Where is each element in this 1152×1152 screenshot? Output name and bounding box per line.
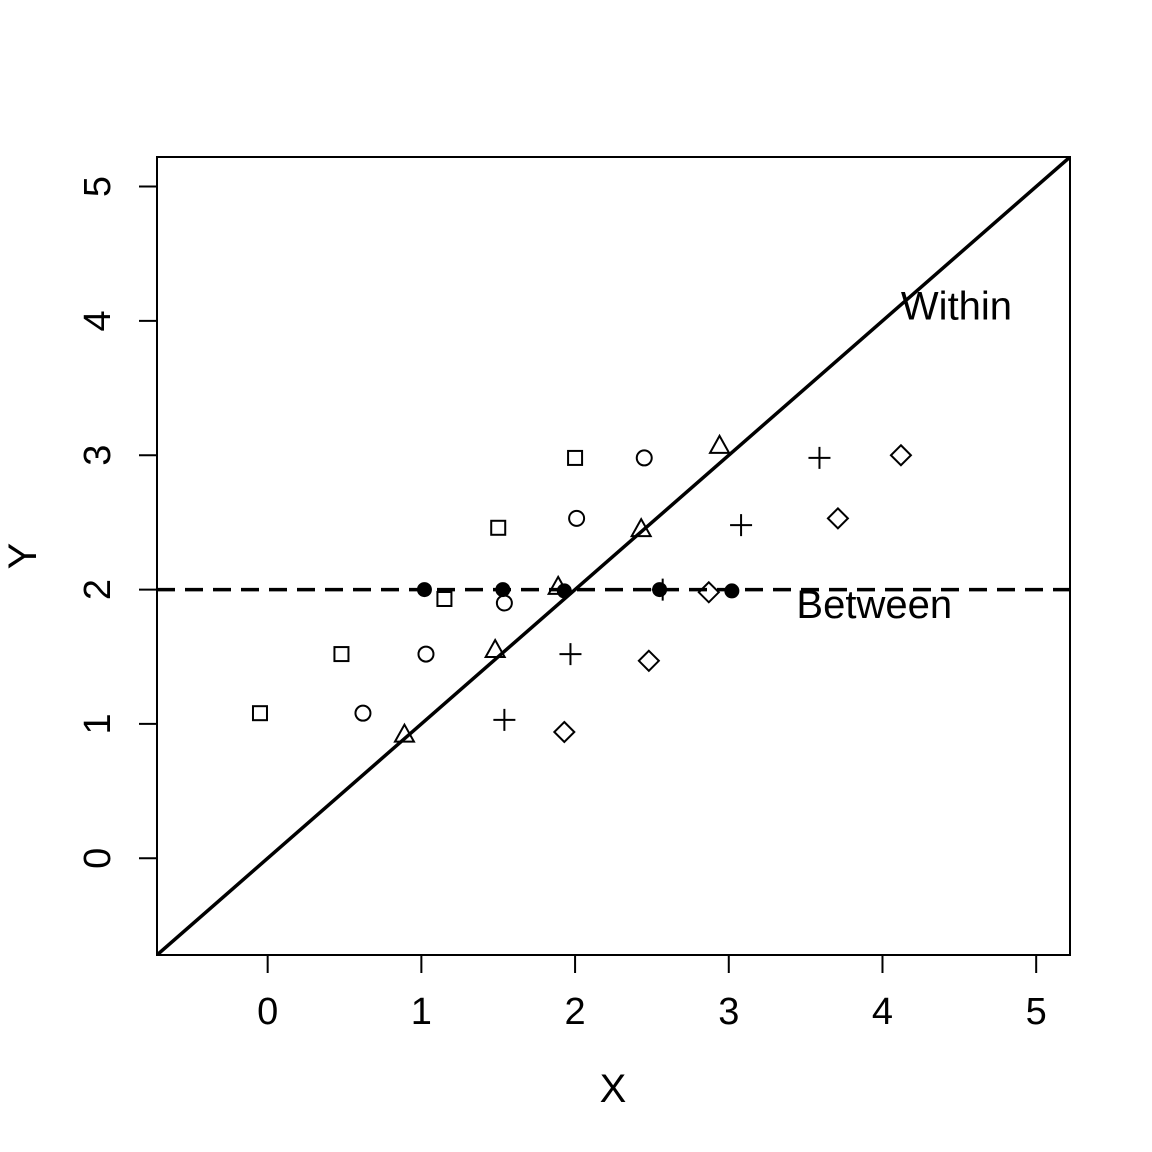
data-points <box>251 433 913 744</box>
square-point <box>490 519 507 536</box>
plus-point <box>730 514 753 537</box>
triangle-point <box>629 517 653 538</box>
circle-point <box>635 449 653 467</box>
x-tick-label: 1 <box>411 991 432 1033</box>
filled-circle-point <box>416 582 432 598</box>
plus-point <box>493 708 516 731</box>
within-line <box>157 157 1070 955</box>
triangle-point <box>393 722 416 743</box>
annotations: Within Between <box>796 285 1012 627</box>
filled-circle-point <box>495 582 511 598</box>
triangle-point <box>708 433 731 454</box>
y-tick-label: 0 <box>77 848 119 869</box>
y-axis-title: Y <box>1 543 45 570</box>
plus-point <box>808 446 831 469</box>
y-tick-label: 2 <box>77 579 119 600</box>
x-tick-label: 0 <box>257 991 278 1033</box>
x-tick-label: 3 <box>718 991 739 1033</box>
y-tick-label: 1 <box>77 713 119 734</box>
diamond-point <box>889 443 913 467</box>
reference-lines <box>157 157 1070 955</box>
filled-circle-point <box>652 582 668 598</box>
square-point <box>436 590 453 607</box>
plus-point <box>559 643 582 666</box>
circle-point <box>495 594 513 612</box>
square-point <box>333 646 350 663</box>
y-tick-label: 4 <box>77 310 119 331</box>
diamond-point <box>697 580 721 604</box>
triangle-point <box>483 637 507 659</box>
diamond-point <box>552 720 576 744</box>
x-axis-title: X <box>600 1067 627 1111</box>
y-tick-label: 3 <box>77 445 119 466</box>
diamond-point <box>826 506 850 530</box>
plot-frame <box>156 156 1071 956</box>
diamond-point <box>637 649 661 673</box>
x-tick-label: 4 <box>872 991 893 1033</box>
circle-point <box>417 645 435 663</box>
y-tick-label: 5 <box>77 176 119 197</box>
circle-point <box>354 704 372 722</box>
square-point <box>251 705 268 722</box>
between-label: Between <box>796 583 952 627</box>
within-label: Within <box>901 285 1012 329</box>
x-tick-label: 5 <box>1026 991 1047 1033</box>
x-tick-label: 2 <box>565 991 586 1033</box>
square-point <box>567 449 584 466</box>
filled-circle-point <box>724 583 740 599</box>
filled-circle-point <box>556 583 572 599</box>
circle-point <box>568 509 586 527</box>
